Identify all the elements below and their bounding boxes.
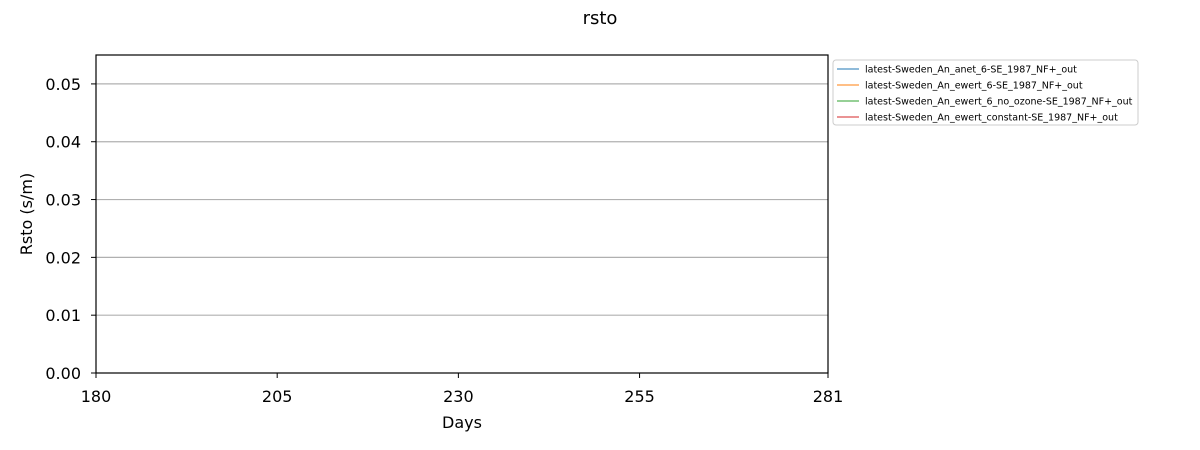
y-tick-label: 0.03 (45, 191, 81, 210)
x-axis-label: Days (442, 413, 482, 432)
x-tick-label: 205 (262, 387, 293, 406)
y-axis: 0.00 0.01 0.02 0.03 0.04 0.05 (45, 75, 96, 383)
y-tick-label: 0.05 (45, 75, 81, 94)
legend-entry: latest-Sweden_An_anet_6-SE_1987_NF+_out (865, 65, 1077, 76)
y-axis-label: Rsto (s/m) (17, 173, 36, 255)
gridlines (96, 83, 828, 316)
legend: latest-Sweden_An_anet_6-SE_1987_NF+_outl… (832, 59, 1139, 126)
y-tick-label: 0.02 (45, 248, 81, 267)
x-tick-label: 230 (443, 387, 474, 406)
x-axis: 180 205 230 255 281 (81, 373, 844, 406)
x-tick-label: 255 (624, 387, 655, 406)
legend-entry: latest-Sweden_An_ewert_6_no_ozone-SE_198… (865, 97, 1133, 108)
x-tick-label: 281 (813, 387, 844, 406)
chart-title: rsto (583, 8, 618, 29)
legend-entry: latest-Sweden_An_ewert_constant-SE_1987_… (865, 113, 1118, 124)
legend-entry: latest-Sweden_An_ewert_6-SE_1987_NF+_out (865, 81, 1083, 92)
y-tick-label: 0.00 (45, 364, 81, 383)
x-tick-label: 180 (81, 387, 112, 406)
legend-frame (832, 59, 1139, 126)
plot-area (95, 54, 829, 374)
y-tick-label: 0.04 (45, 133, 81, 152)
y-tick-label: 0.01 (45, 306, 81, 325)
